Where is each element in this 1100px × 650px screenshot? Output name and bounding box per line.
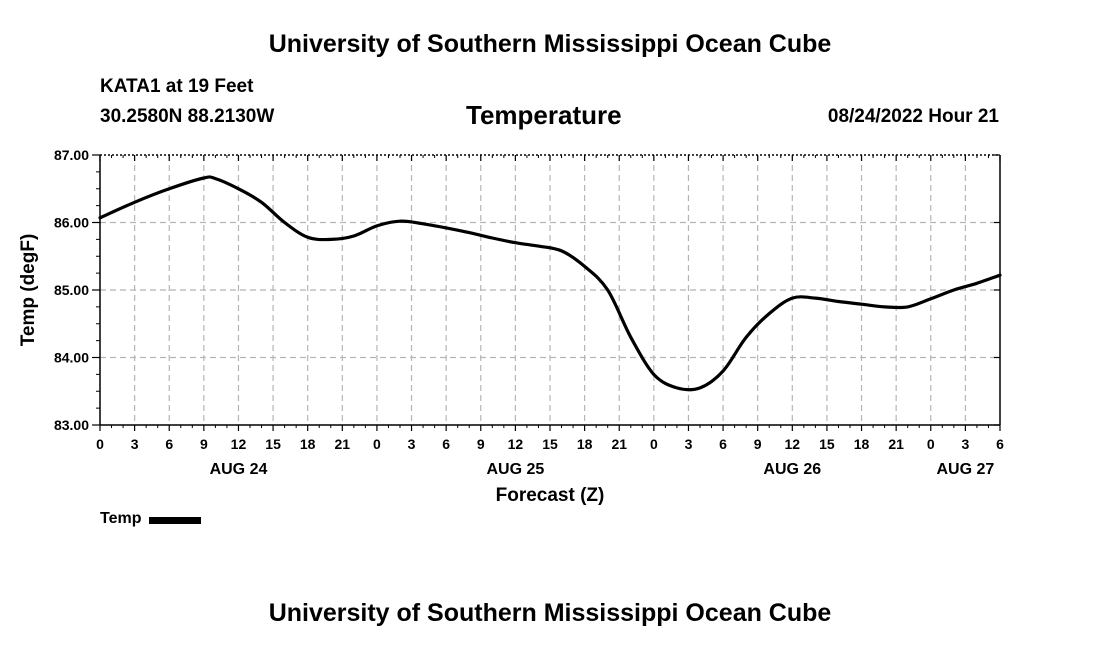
x-tick-label: 15 <box>542 436 558 452</box>
date-label: AUG 26 <box>763 461 821 478</box>
series-layer <box>98 175 1002 392</box>
y-tick-label: 83.00 <box>54 417 89 433</box>
x-tick-label: 0 <box>96 436 104 452</box>
x-tick-label: 18 <box>300 436 316 452</box>
x-tick-label: 12 <box>785 436 801 452</box>
y-tick-label: 87.00 <box>54 147 89 163</box>
x-tick-label: 0 <box>927 436 935 452</box>
y-tick-label: 86.00 <box>54 215 89 231</box>
x-tick-label: 6 <box>719 436 727 452</box>
parameter-title: Temperature <box>466 100 622 130</box>
x-tick-label: 21 <box>611 436 627 452</box>
x-tick-label: 9 <box>754 436 762 452</box>
chart-title-top: University of Southern Mississippi Ocean… <box>268 30 832 58</box>
x-axis-title: Forecast (Z) <box>496 485 605 506</box>
x-tick-label: 3 <box>408 436 416 452</box>
x-tick-label: 21 <box>335 436 351 452</box>
x-tick-label: 18 <box>577 436 593 452</box>
x-tick-label: 3 <box>685 436 693 452</box>
x-tick-label: 6 <box>165 436 173 452</box>
x-tick-label: 0 <box>373 436 381 452</box>
station-coordinates: 30.2580N 88.2130W <box>100 106 275 127</box>
y-axis-title: Temp (degF) <box>18 234 39 347</box>
x-tick-label: 12 <box>508 436 524 452</box>
x-tick-label: 15 <box>819 436 835 452</box>
station-label: KATA1 at 19 Feet <box>100 76 254 97</box>
y-tick-label: 85.00 <box>54 282 89 298</box>
x-tick-label: 6 <box>442 436 450 452</box>
forecast-datetime: 08/24/2022 Hour 21 <box>827 106 999 127</box>
y-tick-label: 84.00 <box>54 350 89 366</box>
legend-label-temp: Temp <box>100 510 142 527</box>
x-tick-label: 18 <box>854 436 870 452</box>
series-line-temp <box>98 175 1002 392</box>
date-label: AUG 25 <box>486 461 544 478</box>
date-label: AUG 24 <box>210 461 268 478</box>
x-tick-label: 3 <box>961 436 969 452</box>
x-tick-label: 0 <box>650 436 658 452</box>
x-tick-label: 6 <box>996 436 1004 452</box>
x-tick-label: 12 <box>231 436 247 452</box>
chart-title-bottom: University of Southern Mississippi Ocean… <box>268 599 832 627</box>
x-tick-label: 3 <box>131 436 139 452</box>
legend: Temp <box>100 510 202 528</box>
x-tick-label: 15 <box>265 436 281 452</box>
axis-ticks <box>92 154 1001 431</box>
grid-layer <box>100 155 1000 425</box>
date-label: AUG 27 <box>936 461 994 478</box>
x-tick-label: 21 <box>888 436 904 452</box>
axis-labels: 0 3 6 9 12 15 18 21 0 3 6 9 12 15 18 21 0 3 6 9 12 15 18 21 0 3 6 8… <box>18 147 1004 506</box>
x-tick-label: 9 <box>477 436 485 452</box>
legend-swatch-temp <box>149 516 202 524</box>
x-tick-label: 9 <box>200 436 208 452</box>
